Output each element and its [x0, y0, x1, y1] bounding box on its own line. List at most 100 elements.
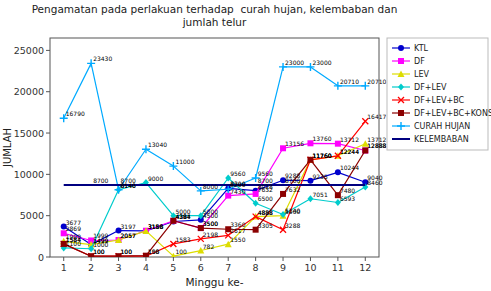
data-label: 11760 — [312, 152, 331, 159]
x-tick-label: 10 — [304, 262, 316, 273]
y-tick-label: 20000 — [14, 86, 44, 97]
data-label: 8460 — [367, 179, 382, 186]
y-tick-label: 25000 — [14, 45, 44, 56]
data-label: 5000 — [203, 208, 218, 215]
data-label: 3158 — [148, 223, 163, 230]
data-label: 5140 — [285, 207, 300, 214]
data-label: 158 — [148, 248, 160, 255]
x-tick — [310, 257, 311, 261]
data-label: 12244 — [340, 148, 359, 155]
legend-label: DF+LEV — [414, 83, 447, 92]
legend-marker — [398, 110, 404, 116]
data-label: 4384 — [175, 213, 190, 220]
y-tick-label: 10000 — [14, 169, 44, 180]
data-label: 8300 — [230, 180, 245, 187]
series — [61, 147, 369, 257]
data-label: 1000 — [93, 241, 108, 248]
data-label: 8000 — [203, 183, 218, 190]
x-tick — [337, 257, 338, 261]
data-label: 7051 — [312, 191, 327, 198]
x-tick — [200, 257, 201, 261]
data-label: 3360 — [230, 221, 245, 228]
data-label: 8200 — [230, 181, 245, 188]
data-label: 9235 — [312, 173, 327, 180]
data-label: 16790 — [66, 110, 85, 117]
series-line — [64, 121, 366, 256]
y-tick — [46, 174, 50, 175]
marks — [60, 59, 370, 257]
series-line — [64, 178, 366, 249]
series — [60, 59, 370, 195]
data-label: 2198 — [203, 231, 218, 238]
data-label: 100 — [93, 248, 105, 255]
data-label: 12244 — [340, 148, 359, 155]
data-label: 4888 — [258, 209, 273, 216]
data-label: 3500 — [203, 220, 218, 227]
title: Pengamatan pada perlakuan terhadap curah… — [32, 3, 398, 28]
data-label: 11760 — [312, 152, 331, 159]
legend-marker — [398, 45, 404, 51]
data-label: 13040 — [148, 141, 167, 148]
x-tick — [118, 257, 119, 261]
data-label: 100 — [175, 248, 187, 255]
legend-marker — [398, 71, 405, 78]
legend-label: DF+LEV+BC+KONS — [414, 109, 491, 118]
data-label: 7632 — [285, 186, 300, 193]
x-tick-label: 1 — [61, 262, 67, 273]
legend-marker — [398, 84, 404, 91]
data-label: 8700 — [285, 177, 300, 184]
data-label: 4888 — [258, 209, 273, 216]
data-label: 4297 — [175, 213, 190, 220]
y-tick-label: 0 — [38, 252, 44, 263]
data-label: 7480 — [340, 187, 355, 194]
series — [60, 140, 369, 257]
x-tick — [91, 257, 92, 261]
data-label: 2057 — [121, 232, 136, 239]
legend-marker — [398, 97, 404, 103]
plot-frame — [50, 38, 379, 257]
data-label: 1584 — [66, 236, 81, 243]
data-label: 13156 — [285, 140, 304, 147]
legend-swatch — [392, 138, 410, 140]
data-label: 782 — [203, 243, 215, 250]
y-tick — [46, 91, 50, 92]
x-tick — [173, 257, 174, 261]
x-tick-label: 7 — [225, 262, 231, 273]
x-tick — [228, 257, 229, 261]
data-label: 8700 — [93, 177, 108, 184]
title-line: Pengamatan pada perlakuan terhadap curah… — [32, 3, 398, 15]
x-tick-label: 8 — [253, 262, 259, 273]
legend-marker — [397, 122, 405, 130]
data-label: 16417 — [367, 113, 386, 120]
data-label: 9560 — [258, 170, 273, 177]
data-label: 20710 — [340, 78, 359, 85]
chart: Pengamatan pada perlakuan terhadap curah… — [0, 0, 491, 291]
data-label: 6500 — [258, 195, 273, 202]
data-label: 2869 — [66, 225, 81, 232]
series — [61, 174, 369, 252]
x-tick — [255, 257, 256, 261]
axes: 0500010000150002000025000123456789101112 — [14, 38, 379, 273]
data-label: 8700 — [258, 177, 273, 184]
data-labels: 3677149931973158429745008300802892889235… — [66, 55, 387, 255]
data-label: 23000 — [312, 59, 331, 66]
data-label: 3288 — [285, 222, 300, 229]
x-tick-label: 6 — [198, 262, 204, 273]
legend-label: DF+LEV+BC — [414, 96, 465, 105]
series — [61, 140, 369, 243]
x-tick-label: 9 — [280, 262, 286, 273]
x-tick-label: 12 — [359, 262, 371, 273]
data-label: 100 — [93, 248, 105, 255]
x-tick — [63, 257, 64, 261]
x-tick-label: 2 — [88, 262, 94, 273]
data-label: 11000 — [175, 158, 194, 165]
y-tick — [46, 257, 50, 258]
series — [61, 118, 369, 257]
data-label: 2617 — [230, 227, 245, 234]
legend-box — [387, 38, 488, 150]
legend-label: LEV — [414, 70, 430, 79]
data-label: 1584 — [66, 236, 81, 243]
data-label: 23000 — [285, 59, 304, 66]
data-label: 12888 — [367, 142, 386, 149]
x-axis-label: Minggu ke- — [186, 276, 244, 288]
